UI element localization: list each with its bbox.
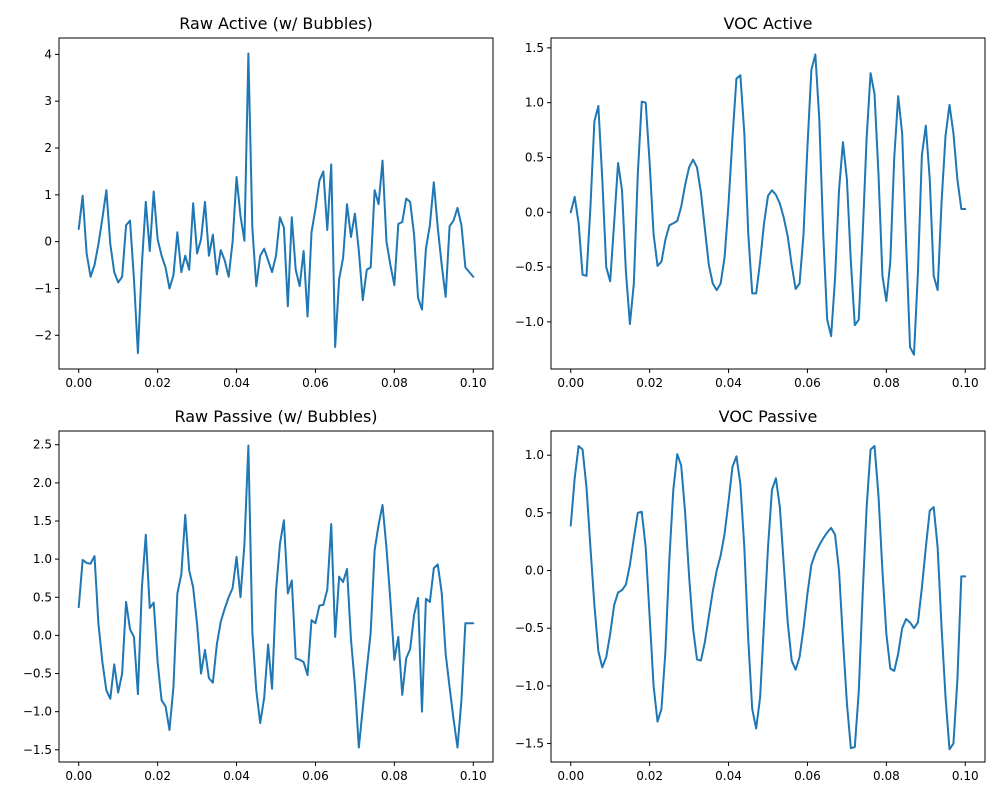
x-tick-label: 0.02 — [636, 769, 663, 783]
y-tick-label: 0 — [44, 235, 52, 249]
y-tick-label: 0.0 — [525, 564, 544, 578]
y-tick-label: −1.0 — [23, 705, 52, 719]
y-tick-label: 0.5 — [525, 150, 544, 164]
y-tick-label: −0.5 — [515, 621, 544, 635]
x-tick-label: 0.06 — [302, 376, 329, 390]
x-tick-label: 0.04 — [223, 376, 250, 390]
y-tick-label: 1 — [44, 188, 52, 202]
x-tick-label: 0.04 — [715, 769, 742, 783]
y-tick-label: −2 — [34, 328, 52, 342]
axes-frame — [58, 430, 494, 763]
series-line-0 — [77, 444, 475, 749]
x-tick-label: 0.02 — [144, 769, 171, 783]
y-tick-label: 2.5 — [33, 438, 52, 452]
axes-frame — [550, 430, 986, 763]
y-tick-label: 3 — [44, 94, 52, 108]
chart-title: VOC Passive — [719, 407, 818, 426]
y-tick-label: 0.5 — [33, 590, 52, 604]
subplot-voc-active: VOC Active 0.00 0.02 0.04 0.06 0.08 0.10 −1.0 −… — [515, 14, 986, 390]
axes-frame — [58, 37, 494, 370]
x-tick-label: 0.10 — [952, 376, 979, 390]
y-tick-label: 1.0 — [525, 96, 544, 110]
x-tick-label: 0.04 — [223, 769, 250, 783]
x-tick-label: 0.08 — [381, 769, 408, 783]
x-tick-label: 0.02 — [144, 376, 171, 390]
y-tick-label: 1.0 — [525, 448, 544, 462]
x-tick-label: 0.00 — [557, 769, 584, 783]
x-tick-label: 0.10 — [460, 769, 487, 783]
y-tick-label: 2 — [44, 141, 52, 155]
x-tick-label: 0.10 — [952, 769, 979, 783]
subplot-voc-passive: VOC Passive 0.00 0.02 0.04 0.06 0.08 0.10 −1.5… — [515, 407, 986, 783]
series-line-0 — [569, 53, 967, 356]
chart-title: Raw Passive (w/ Bubbles) — [174, 407, 377, 426]
x-tick-label: 0.00 — [65, 376, 92, 390]
x-tick-label: 0.02 — [636, 376, 663, 390]
y-tick-label: 4 — [44, 47, 52, 61]
axes-frame — [550, 37, 986, 370]
y-tick-label: −0.5 — [515, 260, 544, 274]
y-tick-label: 2.0 — [33, 476, 52, 490]
x-tick-label: 0.00 — [65, 769, 92, 783]
y-tick-label: 1.5 — [525, 41, 544, 55]
series-line-0 — [569, 444, 967, 751]
y-tick-label: 0.0 — [33, 628, 52, 642]
subplot-raw-passive: Raw Passive (w/ Bubbles) 0.00 0.02 0.04 0.0… — [23, 407, 494, 783]
subplot-raw-active: Raw Active (w/ Bubbles) 0.00 0.02 0.04 0.06… — [34, 14, 494, 390]
y-tick-label: −1.0 — [515, 315, 544, 329]
chart-title: Raw Active (w/ Bubbles) — [179, 14, 372, 33]
y-tick-label: −1.5 — [515, 737, 544, 751]
y-tick-label: 1.0 — [33, 552, 52, 566]
y-tick-label: 0.0 — [525, 205, 544, 219]
series-line-0 — [77, 52, 475, 355]
y-tick-label: −1.5 — [23, 743, 52, 757]
y-tick-label: 0.5 — [525, 506, 544, 520]
y-tick-label: −1 — [34, 281, 52, 295]
x-tick-label: 0.06 — [794, 376, 821, 390]
x-tick-label: 0.10 — [460, 376, 487, 390]
y-tick-label: −0.5 — [23, 667, 52, 681]
x-tick-label: 0.04 — [715, 376, 742, 390]
x-tick-label: 0.06 — [302, 769, 329, 783]
y-tick-label: 1.5 — [33, 514, 52, 528]
y-tick-label: −1.0 — [515, 679, 544, 693]
x-tick-label: 0.00 — [557, 376, 584, 390]
x-tick-label: 0.08 — [873, 376, 900, 390]
x-tick-label: 0.08 — [873, 769, 900, 783]
x-tick-label: 0.06 — [794, 769, 821, 783]
x-tick-label: 0.08 — [381, 376, 408, 390]
chart-title: VOC Active — [723, 14, 812, 33]
